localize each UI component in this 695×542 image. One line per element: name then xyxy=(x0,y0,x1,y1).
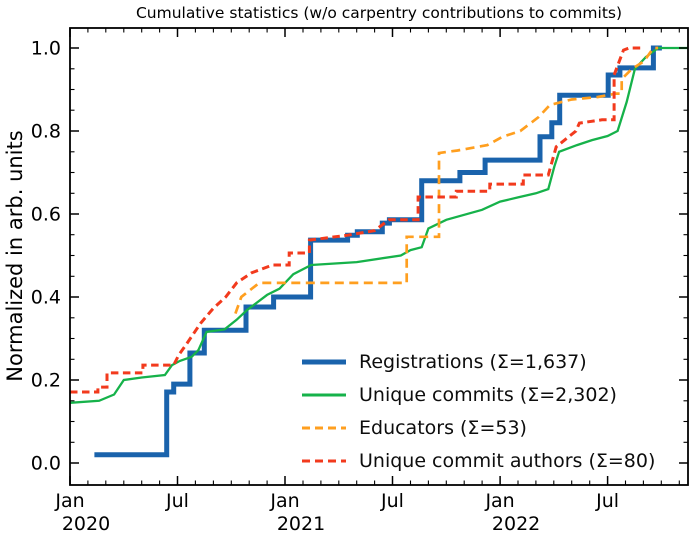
svg-text:0.4: 0.4 xyxy=(31,287,61,309)
legend-item-unique-commits: Unique commits (Σ=2,302) xyxy=(301,378,655,411)
svg-text:2020: 2020 xyxy=(62,513,110,535)
line-educators xyxy=(234,46,659,315)
line-registrations xyxy=(94,45,662,458)
legend-item-unique-commit-authors: Unique commit authors (Σ=80) xyxy=(301,444,655,477)
registrations-line-icon xyxy=(301,358,347,366)
svg-text:Jan: Jan xyxy=(54,490,84,512)
svg-text:Jan: Jan xyxy=(269,490,299,512)
svg-text:Jan: Jan xyxy=(484,490,514,512)
y-axis-tick-labels: 0.0 0.2 0.4 0.6 0.8 1.0 xyxy=(31,38,61,475)
svg-text:Jul: Jul xyxy=(165,490,189,512)
y-axis-label: Normalized in arb. units xyxy=(3,130,27,382)
legend-label-unique-commits: Unique commits (Σ=2,302) xyxy=(359,383,617,406)
axes-frame xyxy=(69,27,689,486)
legend-label-registrations: Registrations (Σ=1,637) xyxy=(359,350,587,373)
line-unique-commit-authors xyxy=(70,46,643,394)
chart-title: Cumulative statistics (w/o carpentry con… xyxy=(135,4,623,22)
unique-commits-line-icon xyxy=(301,391,347,399)
svg-text:2021: 2021 xyxy=(277,513,325,535)
svg-text:2022: 2022 xyxy=(492,513,540,535)
series-lines xyxy=(69,45,688,458)
legend: Registrations (Σ=1,637) Unique commits (… xyxy=(301,345,655,477)
unique-commit-authors-line-icon xyxy=(301,457,347,465)
svg-text:Jul: Jul xyxy=(595,490,619,512)
educators-line-icon xyxy=(301,424,347,432)
x-axis-ticks xyxy=(69,28,680,485)
legend-item-educators: Educators (Σ=53) xyxy=(301,411,655,444)
legend-label-educators: Educators (Σ=53) xyxy=(359,416,527,439)
svg-text:Jul: Jul xyxy=(380,490,404,512)
y-axis-ticks xyxy=(70,47,688,464)
legend-label-unique-commit-authors: Unique commit authors (Σ=80) xyxy=(359,449,656,472)
svg-text:0.6: 0.6 xyxy=(31,204,61,226)
svg-text:0.8: 0.8 xyxy=(31,121,61,143)
svg-text:1.0: 1.0 xyxy=(31,38,61,60)
svg-text:0.2: 0.2 xyxy=(31,370,61,392)
svg-text:0.0: 0.0 xyxy=(31,453,61,475)
legend-item-registrations: Registrations (Σ=1,637) xyxy=(301,345,655,378)
